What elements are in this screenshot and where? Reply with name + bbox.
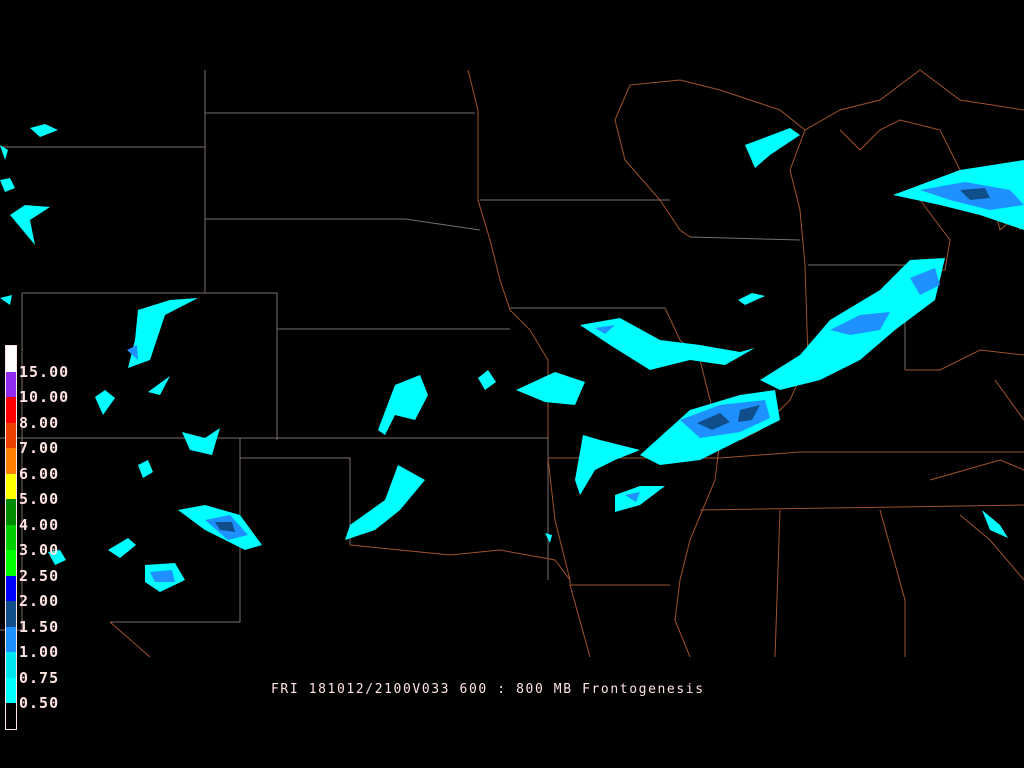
legend-label: 15.00 bbox=[19, 362, 70, 381]
legend-swatch bbox=[6, 652, 16, 679]
legend-label: 6.00 bbox=[19, 464, 60, 483]
legend-label: 3.00 bbox=[19, 541, 60, 560]
legend-label: 4.00 bbox=[19, 515, 60, 534]
legend-swatch bbox=[6, 703, 16, 730]
brown-state-borders bbox=[109, 69, 1024, 658]
legend-label: 10.00 bbox=[19, 388, 70, 407]
legend-swatch bbox=[6, 575, 16, 602]
legend-swatch bbox=[6, 371, 16, 398]
legend-label: 0.75 bbox=[19, 668, 60, 687]
legend-swatch bbox=[6, 422, 16, 449]
legend-label: 1.50 bbox=[19, 617, 60, 636]
legend-swatch bbox=[6, 601, 16, 628]
legend-swatch bbox=[6, 550, 16, 577]
legend-swatch bbox=[6, 346, 16, 373]
legend-label: 5.00 bbox=[19, 490, 60, 509]
legend-label: 7.00 bbox=[19, 439, 60, 458]
legend-swatch bbox=[6, 473, 16, 500]
legend-label: 1.00 bbox=[19, 643, 60, 662]
legend-swatch bbox=[6, 626, 16, 653]
frontogenesis-contours bbox=[0, 124, 1024, 592]
legend-label: 2.00 bbox=[19, 592, 60, 611]
legend-label: 2.50 bbox=[19, 566, 60, 585]
legend-label: 0.50 bbox=[19, 694, 60, 713]
legend-swatch bbox=[6, 397, 16, 424]
legend-swatch bbox=[6, 677, 16, 704]
legend-label: 8.00 bbox=[19, 413, 60, 432]
legend-swatch bbox=[6, 448, 16, 475]
map-title: FRI 181012/2100V033 600 : 800 MB Frontog… bbox=[271, 682, 705, 697]
color-legend bbox=[5, 345, 17, 730]
legend-swatch bbox=[6, 499, 16, 526]
legend-swatch bbox=[6, 524, 16, 551]
